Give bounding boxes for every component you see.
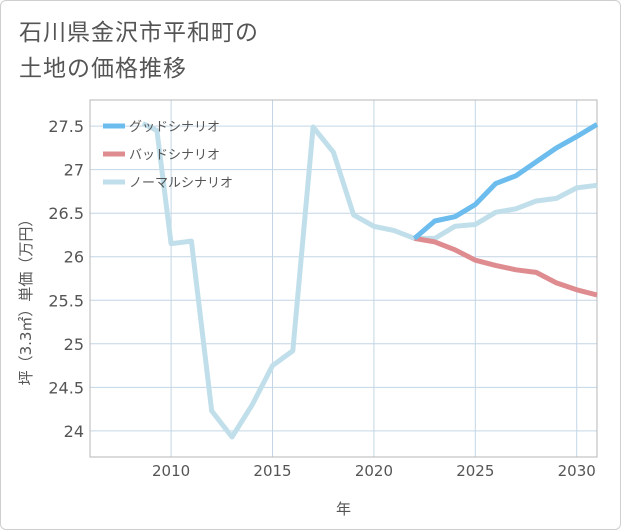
- plot-area-frame: [89, 99, 598, 458]
- y-tick-label: 24.5: [48, 378, 84, 397]
- chart-title: 石川県金沢市平和町の 土地の価格推移: [19, 15, 259, 87]
- x-axis-label: 年: [336, 500, 351, 518]
- x-tick-label: 2010: [152, 462, 190, 480]
- x-tick-label: 2015: [253, 462, 291, 480]
- x-tick-label: 2025: [456, 462, 494, 480]
- chart-title-line-2: 土地の価格推移: [19, 56, 187, 82]
- y-tick-label: 26.5: [48, 204, 84, 223]
- y-tick-label: 24: [64, 422, 84, 441]
- x-tick-label: 2020: [355, 462, 393, 480]
- y-tick-label: 25.5: [48, 291, 84, 310]
- chart-title-line-1: 石川県金沢市平和町の: [19, 20, 259, 46]
- y-tick-label: 27.5: [48, 117, 84, 136]
- x-tick-label: 2030: [558, 462, 596, 480]
- legend-label-0: グッドシナリオ: [129, 120, 220, 135]
- x-axis-ticks: 2010 2015 2020 2025 2030: [152, 462, 596, 480]
- y-axis-ticks: 24 24.5 25 25.5 26 26.5 27 27.5: [48, 117, 84, 441]
- series-line-0: [412, 122, 599, 241]
- legend-label-2: ノーマルシナリオ: [129, 176, 233, 191]
- y-axis-label: 坪（3.3㎡）単価（万円）: [17, 212, 35, 386]
- series-line-2: [141, 121, 598, 440]
- gridlines: [90, 100, 597, 457]
- y-tick-label: 26: [64, 248, 84, 267]
- y-tick-label: 27: [64, 161, 84, 180]
- y-tick-label: 25: [64, 335, 84, 354]
- series-line-1: [414, 235, 598, 298]
- legend-label-1: バッドシナリオ: [129, 148, 220, 163]
- series-lines: [141, 121, 599, 440]
